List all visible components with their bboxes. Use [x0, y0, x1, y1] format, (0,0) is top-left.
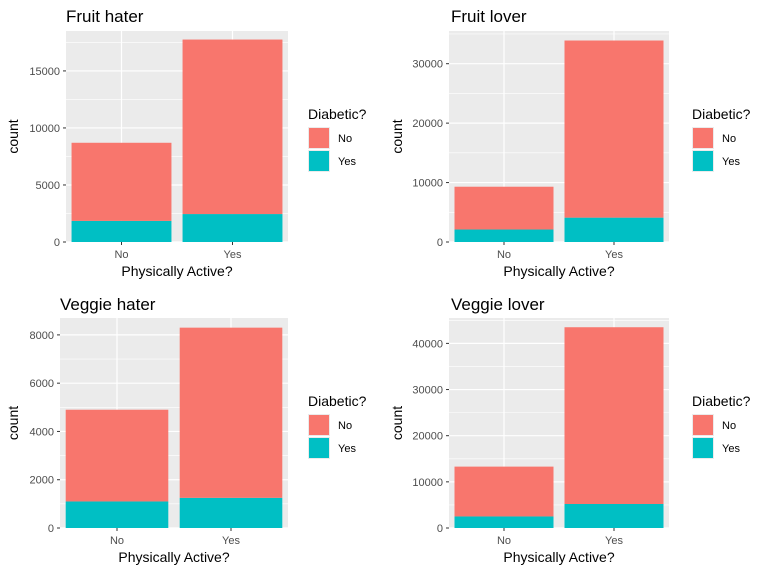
y-tick-label: 8000: [30, 330, 54, 342]
y-tick-label: 5000: [36, 180, 60, 192]
legend-title: Diabetic?: [692, 106, 751, 122]
y-tick-label: 30000: [412, 385, 443, 397]
bar-yes-yes: [182, 214, 283, 242]
legend-swatch-yes: [309, 438, 329, 458]
bar-yes-yes: [564, 217, 664, 242]
y-tick-label: 40000: [412, 338, 443, 350]
x-tick-label: No: [110, 535, 124, 547]
legend-swatch-no: [693, 128, 713, 148]
x-axis-label: Physically Active?: [118, 549, 229, 565]
legend-title: Diabetic?: [692, 393, 751, 409]
chart-panel-2: Veggie hater 0 2000 4000 6000 8000 No Yes Physic…: [5, 295, 367, 565]
legend: Diabetic? No Yes: [308, 106, 367, 172]
legend-label: Yes: [338, 443, 356, 455]
bar-yes-no: [454, 516, 554, 528]
y-tick-label: 0: [48, 523, 54, 535]
y-tick-label: 20000: [412, 118, 443, 130]
legend-label: Yes: [722, 443, 740, 455]
legend-swatch-yes: [693, 151, 713, 171]
y-tick-label: 15000: [29, 66, 60, 78]
legend-swatch-no: [693, 415, 713, 435]
x-axis-label: Physically Active?: [503, 549, 614, 565]
y-tick-label: 30000: [412, 59, 443, 71]
y-tick-label: 10000: [412, 477, 443, 489]
legend-title: Diabetic?: [308, 106, 367, 122]
bar-no-no: [65, 409, 169, 502]
bar-yes-no: [454, 229, 554, 242]
legend-label: No: [338, 420, 352, 432]
bar-no-yes: [564, 327, 664, 504]
bar-no-no: [454, 466, 554, 517]
x-axis-label: Physically Active?: [503, 263, 614, 279]
chart-title: Veggie hater: [60, 295, 156, 314]
bar-no-yes: [182, 39, 283, 215]
x-tick-label: Yes: [605, 535, 623, 547]
chart-title: Fruit lover: [451, 7, 527, 26]
bar-yes-yes: [564, 504, 664, 528]
y-tick-label: 10000: [29, 123, 60, 135]
bar-yes-no: [65, 501, 169, 528]
chart-title: Veggie lover: [451, 295, 545, 314]
legend-swatch-no: [309, 128, 329, 148]
y-axis-label: count: [389, 119, 405, 153]
y-tick-label: 0: [54, 237, 60, 249]
y-tick-label: 0: [437, 237, 443, 249]
y-tick-label: 4000: [30, 426, 54, 438]
x-tick-label: Yes: [605, 249, 623, 261]
bar-no-no: [71, 142, 172, 221]
chart-title: Fruit hater: [66, 7, 144, 26]
bar-yes-no: [71, 220, 172, 242]
legend-label: No: [338, 133, 352, 145]
bar-no-yes: [179, 327, 283, 498]
x-tick-label: No: [114, 249, 128, 261]
y-tick-label: 0: [437, 523, 443, 535]
y-tick-label: 20000: [412, 431, 443, 443]
bar-no-no: [454, 186, 554, 230]
legend-label: Yes: [338, 156, 356, 168]
chart-panel-0: Fruit hater 0 5000 10000 15000 No Yes Physicall…: [5, 7, 367, 279]
bar-yes-yes: [179, 497, 283, 528]
x-tick-label: Yes: [224, 249, 242, 261]
legend: Diabetic? No Yes: [692, 106, 751, 172]
bar-no-yes: [564, 40, 664, 218]
legend-title: Diabetic?: [308, 393, 367, 409]
y-tick-label: 10000: [412, 178, 443, 190]
chart-panel-1: Fruit lover 0 10000 20000 30000 No Yes Physical…: [389, 7, 751, 279]
y-axis-label: count: [389, 406, 405, 440]
x-tick-label: Yes: [222, 535, 240, 547]
x-tick-label: No: [497, 535, 511, 547]
x-tick-label: No: [497, 249, 511, 261]
legend: Diabetic? No Yes: [308, 393, 367, 459]
y-axis-label: count: [5, 119, 21, 153]
legend-swatch-yes: [693, 438, 713, 458]
chart-panel-3: Veggie lover 0 10000 20000 30000 40000 No Yes Ph…: [389, 295, 751, 565]
x-axis-label: Physically Active?: [121, 263, 232, 279]
y-tick-label: 2000: [30, 475, 54, 487]
legend-label: No: [722, 420, 736, 432]
y-tick-label: 6000: [30, 378, 54, 390]
y-axis-label: count: [5, 406, 21, 440]
legend: Diabetic? No Yes: [692, 393, 751, 459]
legend-label: Yes: [722, 156, 740, 168]
legend-swatch-yes: [309, 151, 329, 171]
legend-swatch-no: [309, 415, 329, 435]
legend-label: No: [722, 133, 736, 145]
